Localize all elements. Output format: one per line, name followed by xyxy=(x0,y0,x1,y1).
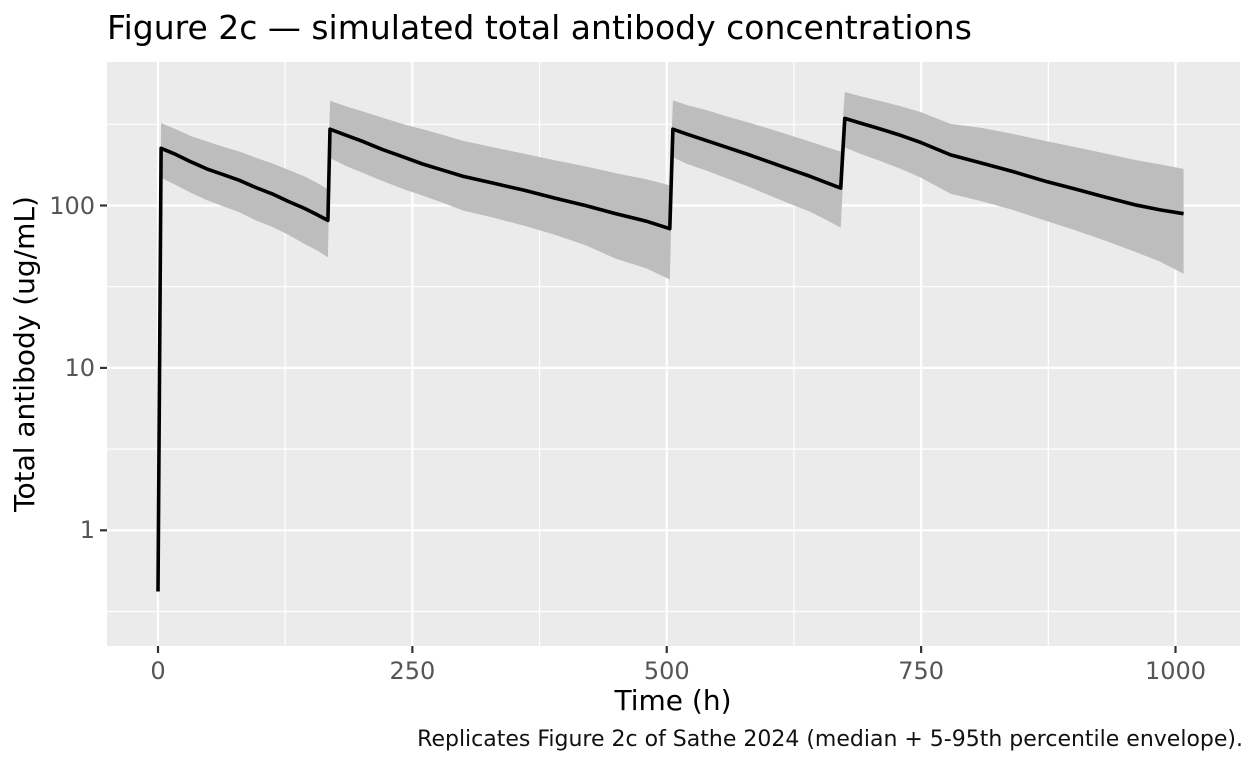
median-line xyxy=(156,116,1184,592)
x-tick-label: 750 xyxy=(898,657,945,685)
y-tick-label: 10 xyxy=(64,353,95,382)
x-tick-label: 500 xyxy=(643,657,690,685)
y-tick-label: 100 xyxy=(49,191,95,220)
figure-caption: Replicates Figure 2c of Sathe 2024 (medi… xyxy=(417,727,1243,752)
y-axis-title: Total antibody (ug/mL) xyxy=(8,196,41,512)
y-tick-label: 1 xyxy=(79,516,95,545)
x-tick-label: 250 xyxy=(389,657,436,685)
x-tick-label: 1000 xyxy=(1144,657,1207,685)
x-tick-label: 0 xyxy=(150,657,166,685)
x-axis-title: Time (h) xyxy=(614,684,732,717)
chart-title: Figure 2c — simulated total antibody con… xyxy=(107,8,972,47)
